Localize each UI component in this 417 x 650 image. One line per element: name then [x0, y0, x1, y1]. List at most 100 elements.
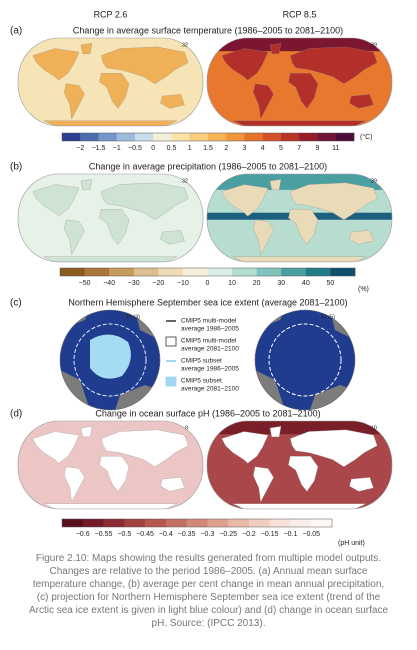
continent: [99, 73, 130, 109]
colorbar-label: −0.55: [95, 531, 113, 538]
colorbar-swatch: [135, 133, 154, 141]
continent: [269, 179, 282, 190]
polar-border: [254, 309, 356, 411]
colorbar-label: −1: [113, 145, 121, 152]
land: [221, 43, 378, 126]
continent: [99, 456, 130, 492]
colorbar-label: 0: [206, 280, 210, 287]
colorbar-label: −1.5: [92, 145, 106, 152]
colorbar-unit: (°C): [360, 133, 373, 141]
map-border: [17, 173, 204, 263]
continent: [80, 179, 93, 190]
colorbar-label: −10: [177, 280, 189, 287]
colorbar-label: 7: [297, 145, 301, 152]
ice-edge: [268, 323, 342, 397]
colorbar-swatch: [82, 519, 104, 527]
continent: [160, 477, 185, 492]
colorbar-swatch: [317, 133, 337, 141]
map-number: 29 (3): [126, 314, 141, 320]
colorbar-label: 40: [302, 280, 310, 287]
colorbar-swatch: [244, 133, 264, 141]
colorbar-unit: (%): [358, 286, 369, 293]
continent: [349, 94, 374, 109]
continent: [64, 219, 85, 256]
panel-title: Change in average precipitation (1986–20…: [89, 161, 327, 171]
map-number: 32: [182, 178, 188, 184]
colorbar-label: −0.2: [242, 531, 256, 538]
colorbar-label: 11: [332, 145, 339, 152]
colorbar-border: [59, 267, 356, 277]
colorbar-label: −50: [79, 280, 91, 287]
continent: [232, 503, 367, 509]
colorbar-label: −40: [103, 280, 115, 287]
colorbar-label: 0.5: [167, 145, 177, 152]
continent: [160, 230, 185, 245]
colorbar-label: −0.3: [200, 531, 214, 538]
colorbar-swatch: [62, 519, 84, 527]
colorbar-swatch: [158, 268, 184, 276]
map-number: 39: [371, 42, 377, 48]
continent: [221, 431, 269, 464]
continent: [101, 429, 189, 467]
scenario-label: RCP 2.6: [94, 9, 128, 19]
map-number: 9: [185, 425, 188, 431]
colorbar-label: 9: [316, 145, 320, 152]
colorbar-border: [61, 132, 355, 142]
colorbar-label: −0.05: [302, 531, 320, 538]
colorbar-swatch: [80, 133, 99, 141]
continent: [32, 184, 80, 217]
colorbar-swatch: [256, 268, 282, 276]
colorbar-swatch: [103, 519, 125, 527]
colorbar-swatch: [186, 519, 208, 527]
polar-border: [59, 309, 161, 411]
continent: [253, 83, 274, 120]
colorbar-label: 3: [243, 145, 247, 152]
colorbar-label: 0: [151, 145, 155, 152]
colorbar-label: −0.4: [159, 531, 173, 538]
colorbar-label: −30: [128, 280, 140, 287]
colorbar-label: 1.5: [203, 145, 213, 152]
colorbar-label: 50: [327, 280, 335, 287]
colorbar-swatch: [182, 268, 208, 276]
colorbar-label: 30: [277, 280, 285, 287]
arctic-ocean: [255, 310, 355, 410]
colorbar-swatch: [228, 519, 250, 527]
continent: [288, 456, 319, 492]
colorbar-label: 1: [188, 145, 192, 152]
map-border: [17, 37, 204, 127]
legend-box: [165, 336, 177, 347]
colorbar-swatch: [60, 268, 85, 276]
continent: [80, 426, 93, 437]
continent: [99, 209, 130, 245]
continent: [290, 429, 378, 467]
colorbar-label: −0.15: [261, 531, 279, 538]
colorbar-label: 5: [279, 145, 283, 152]
continent: [349, 230, 374, 245]
continent: [64, 83, 85, 120]
colorbar-swatch: [207, 268, 233, 276]
continent: [160, 94, 185, 109]
colorbar-swatch: [109, 268, 135, 276]
colorbar-swatch: [305, 268, 331, 276]
map-border: [206, 37, 393, 127]
colorbar-swatch: [165, 519, 187, 527]
colorbar-swatch: [98, 133, 118, 141]
land: [32, 43, 189, 126]
colorbar-border: [61, 518, 333, 528]
panel-title: Northern Hemisphere September sea ice ex…: [68, 297, 347, 307]
panel-label: (c): [10, 298, 22, 309]
world-map: [18, 38, 203, 126]
polar-map: [60, 310, 160, 410]
panel-label: (a): [10, 26, 22, 37]
land: [221, 426, 378, 509]
colorbar-swatch: [335, 133, 355, 141]
map-number: 37 (5): [321, 314, 336, 320]
colorbar-swatch: [171, 133, 191, 141]
colorbar-swatch: [248, 519, 270, 527]
colorbar-swatch: [290, 519, 312, 527]
colorbar-swatch: [269, 519, 291, 527]
continent: [290, 182, 378, 220]
continent: [64, 466, 85, 503]
legend-text: average 2081–2100: [181, 386, 239, 393]
